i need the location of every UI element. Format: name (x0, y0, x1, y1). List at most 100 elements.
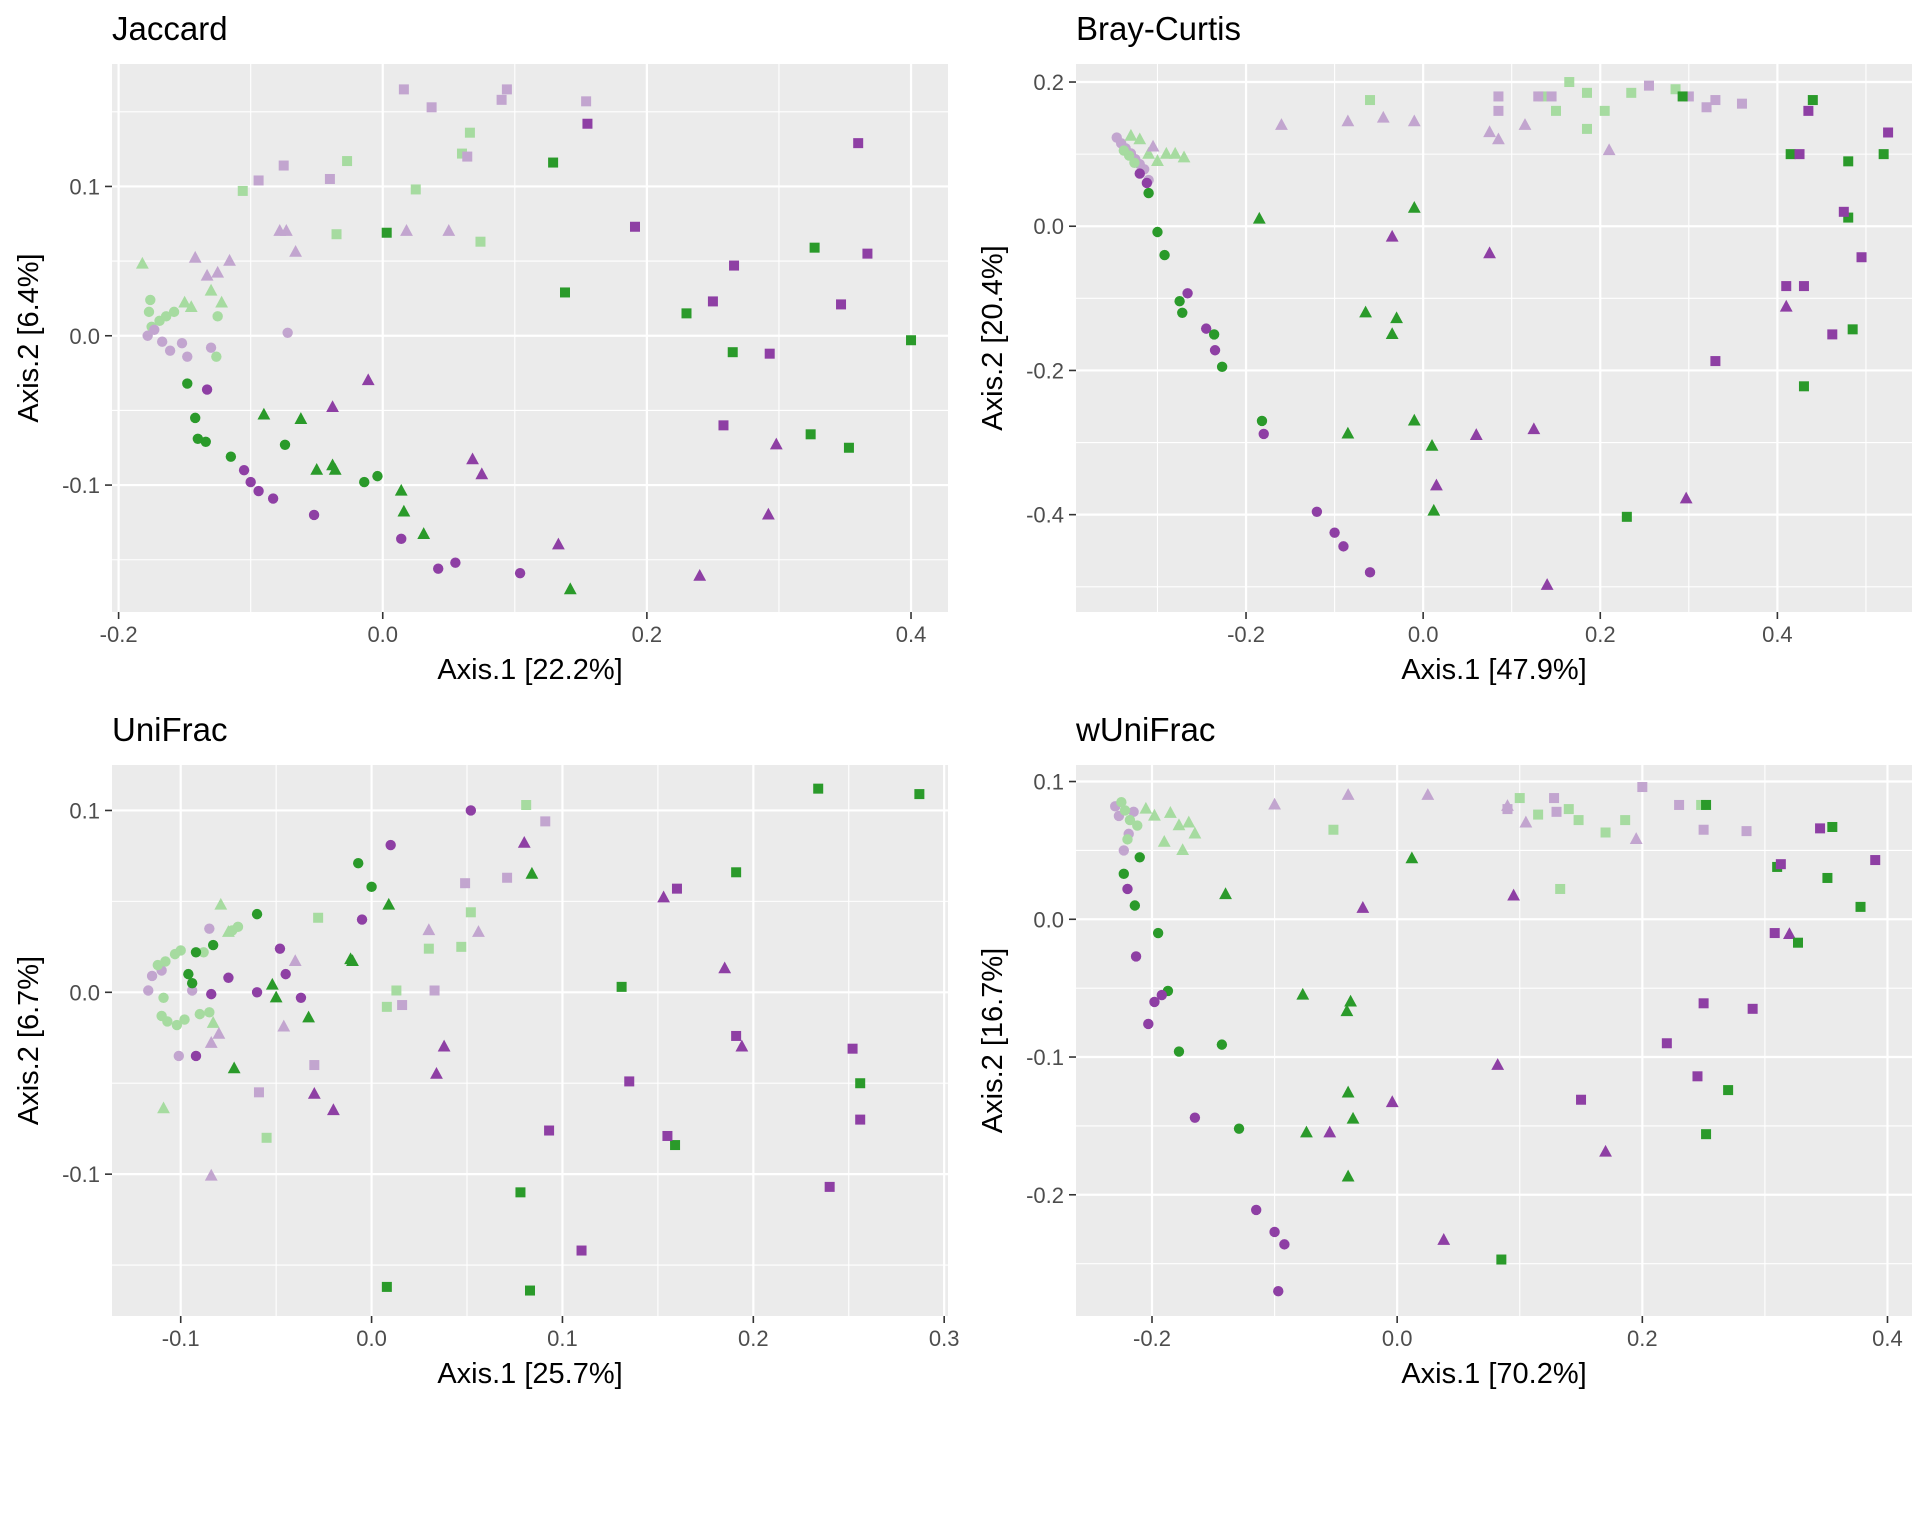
data-point-square (805, 429, 816, 440)
data-point-triangle (1275, 118, 1288, 130)
x-tick-label: 0.2 (738, 1326, 769, 1351)
data-point-square (237, 185, 248, 196)
data-point-circle (1143, 187, 1154, 199)
data-point-square (1674, 799, 1685, 810)
data-point-square (1794, 149, 1805, 160)
data-point-circle (280, 968, 291, 980)
data-point-circle (1134, 168, 1145, 179)
data-point-square (410, 184, 421, 195)
data-point-circle (245, 476, 256, 488)
data-point-triangle (1146, 139, 1160, 152)
panel-title: UniFrac (112, 711, 228, 748)
data-point-square (1827, 329, 1838, 340)
data-point-square (853, 138, 864, 149)
data-point-triangle (693, 568, 707, 581)
data-point-square (1637, 782, 1648, 793)
y-tick-label: 0.1 (1033, 770, 1064, 795)
data-point-circle (1124, 814, 1136, 826)
x-tick-label: 0.2 (632, 622, 663, 647)
data-point-square (1807, 95, 1818, 106)
data-point-square (1843, 212, 1854, 223)
data-point-square (813, 783, 824, 794)
data-point-triangle (1783, 927, 1796, 940)
data-point-circle (156, 336, 168, 347)
y-axis-label: Axis.2 [20.4%] (977, 245, 1009, 430)
data-point-triangle (1376, 110, 1390, 123)
data-point-square (1710, 356, 1721, 367)
y-tick-label: -0.1 (62, 1162, 100, 1187)
data-point-triangle (1124, 128, 1138, 141)
data-point-triangle (1492, 132, 1505, 145)
data-point-square (253, 175, 264, 186)
data-point-square (261, 1132, 272, 1143)
data-point-square (1551, 806, 1562, 817)
data-point-circle (1256, 415, 1268, 427)
data-point-triangle (1483, 246, 1496, 259)
data-point-circle (1156, 989, 1168, 1001)
data-point-square (1599, 105, 1610, 116)
data-point-square (456, 148, 467, 159)
data-point-triangle (227, 1061, 241, 1074)
data-point-square (1827, 821, 1838, 832)
data-point-square (540, 816, 551, 827)
data-point-square (460, 878, 471, 889)
data-point-triangle (1159, 146, 1173, 159)
data-point-circle (1311, 506, 1323, 517)
data-point-square (1626, 87, 1637, 98)
data-point-square (1747, 1003, 1758, 1014)
data-point-triangle (1341, 1085, 1355, 1098)
data-point-triangle (1168, 146, 1182, 159)
data-point-circle (212, 311, 223, 322)
data-point-triangle (222, 925, 235, 937)
y-tick-label: 0.0 (69, 324, 100, 349)
data-point-circle (149, 324, 160, 335)
data-point-circle (171, 1019, 183, 1031)
data-point-triangle (257, 407, 271, 420)
wunifrac-panel: wUniFrac -0.2 0.0 0.2 0.4 -0.2 -0.1 0.0 0.1 Axi… (977, 711, 1912, 1390)
data-point-square (331, 229, 342, 240)
data-point-square (1496, 1254, 1507, 1265)
data-point-triangle (1296, 987, 1310, 1000)
data-point-triangle (1252, 211, 1266, 224)
data-point-triangle (1219, 887, 1232, 900)
data-point-triangle (204, 1168, 218, 1181)
gridlines (1076, 64, 1912, 612)
data-point-circle (160, 311, 172, 322)
data-point-square (906, 335, 917, 346)
data-point-triangle (1540, 578, 1554, 590)
data-point-square (616, 981, 627, 992)
data-point-triangle (382, 897, 396, 910)
data-point-square (278, 160, 289, 171)
data-point-circle (179, 1014, 190, 1025)
data-point-square (1847, 324, 1858, 335)
data-point-circle (205, 342, 217, 353)
x-tick-label: 0.1 (547, 1326, 578, 1351)
data-point-triangle (1148, 808, 1161, 821)
data-point-triangle (212, 1026, 226, 1039)
data-point-square (1533, 809, 1544, 820)
x-tick-label: 0.2 (1585, 622, 1616, 647)
data-point-triangle (1437, 1233, 1451, 1245)
data-point-square (670, 1140, 681, 1151)
data-point-square (462, 151, 473, 162)
y-tick-label: 0.2 (1033, 70, 1064, 95)
data-point-square (729, 260, 740, 271)
data-point-triangle (1427, 503, 1441, 516)
data-point-circle (359, 476, 370, 488)
data-point-circle (1364, 567, 1376, 578)
data-point-triangle (1491, 1058, 1505, 1070)
data-point-square (1328, 824, 1339, 835)
data-point-square (381, 227, 392, 238)
data-point-circle (143, 985, 154, 996)
bray-curtis-panel: Bray-Curtis -0.2 0.0 0.2 0.4-0.4-0.20.00.2 … (977, 10, 1912, 686)
data-point-triangle (1407, 114, 1421, 127)
data-point-circle (279, 439, 291, 450)
data-point-circle (353, 857, 364, 869)
data-point-circle (1122, 883, 1133, 895)
data-point-triangle (1405, 851, 1419, 864)
data-point-square (1741, 826, 1752, 837)
data-point-triangle (1407, 413, 1421, 426)
data-point-triangle (1151, 154, 1164, 166)
data-point-square (1573, 815, 1584, 826)
panel-title: Jaccard (112, 10, 228, 47)
